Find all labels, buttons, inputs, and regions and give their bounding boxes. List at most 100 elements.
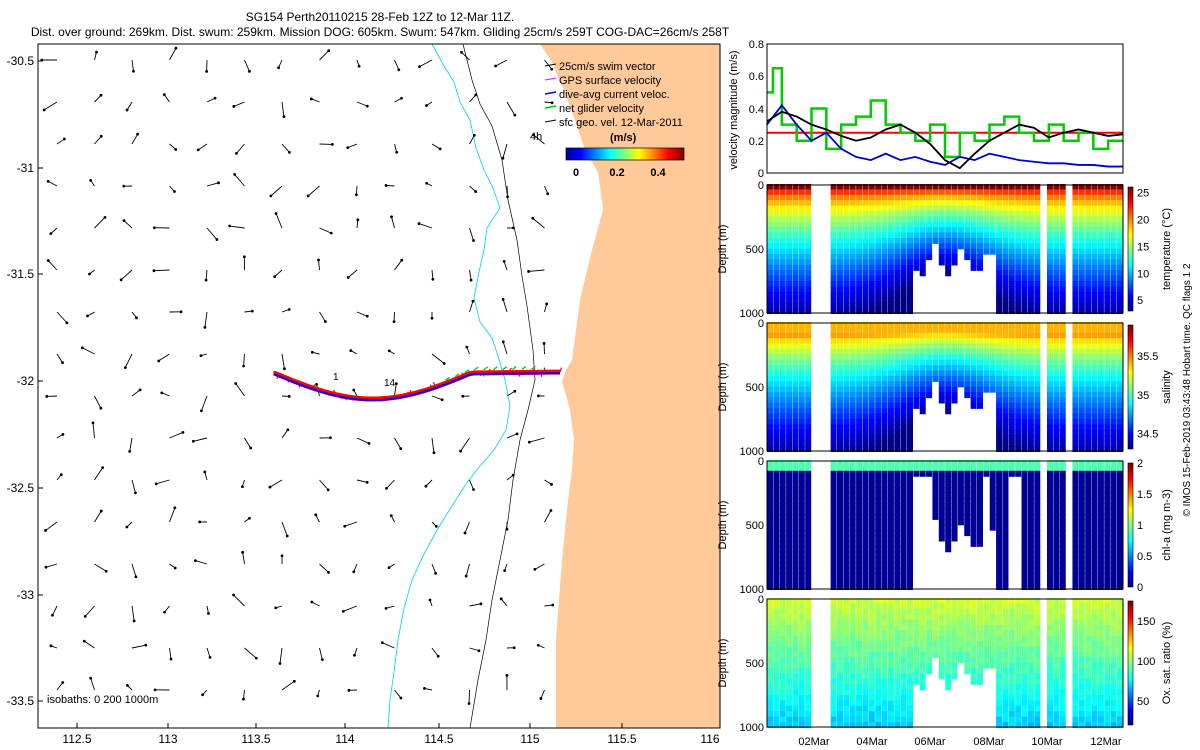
section-cell xyxy=(786,530,793,537)
current-vector-head xyxy=(442,362,446,365)
section-cell xyxy=(1015,232,1022,239)
section-cell xyxy=(1110,440,1117,447)
section-cell xyxy=(945,486,952,493)
section-cell xyxy=(926,254,933,261)
section-cell xyxy=(868,243,875,250)
section-cell xyxy=(970,608,977,615)
section-cell xyxy=(983,614,990,621)
section-cell xyxy=(1034,237,1041,244)
section-cell xyxy=(926,460,933,466)
section-cell xyxy=(1117,424,1123,431)
section-cell xyxy=(996,354,1003,361)
section-cell xyxy=(798,392,805,399)
current-vector xyxy=(529,437,545,443)
section-cell xyxy=(875,402,882,409)
section-cell xyxy=(1097,264,1104,271)
section-cell xyxy=(837,624,843,631)
section-cell xyxy=(786,348,793,355)
current-vector xyxy=(131,644,146,649)
current-vector-head xyxy=(440,398,444,402)
section-cell xyxy=(779,573,786,580)
section-cell xyxy=(945,619,952,626)
section-cell xyxy=(1053,578,1060,585)
section-cell xyxy=(1059,386,1066,393)
section-cell xyxy=(1034,254,1041,261)
colorbar-tick: 1 xyxy=(1137,520,1143,532)
section-cell xyxy=(1015,281,1022,288)
section-cell xyxy=(1021,684,1028,691)
section-cell xyxy=(919,392,926,399)
section-cell xyxy=(900,370,907,377)
section-cell xyxy=(1085,535,1092,542)
section-cell xyxy=(894,354,901,361)
section-cell xyxy=(913,237,920,244)
section-cell xyxy=(938,608,945,615)
section-cell xyxy=(996,440,1003,447)
section-cell xyxy=(983,598,990,604)
section-cell xyxy=(767,327,773,334)
section-cell xyxy=(1104,291,1111,298)
section-cell xyxy=(907,446,913,452)
section-cell xyxy=(881,470,888,477)
section-cell xyxy=(868,429,875,436)
section-cell xyxy=(977,470,983,477)
section-cell xyxy=(1027,413,1034,420)
section-cell xyxy=(1047,598,1053,604)
section-cell xyxy=(868,435,875,442)
section-cell xyxy=(837,227,843,234)
section-cell xyxy=(900,435,907,442)
section-cell xyxy=(894,210,901,217)
section-cell xyxy=(767,678,773,685)
section-cell xyxy=(868,194,875,201)
current-vector-head xyxy=(125,525,129,529)
section-cell xyxy=(1104,668,1111,675)
section-cell xyxy=(907,465,913,472)
section-cell xyxy=(900,243,907,250)
section-cell xyxy=(1021,348,1028,355)
section-cell xyxy=(779,332,786,339)
section-cell xyxy=(868,375,875,382)
section-cell xyxy=(989,630,996,637)
section-cell xyxy=(1008,646,1015,653)
section-cell xyxy=(1059,424,1066,431)
section-cell xyxy=(945,470,952,477)
section-cell xyxy=(1097,370,1104,377)
section-cell xyxy=(843,308,850,314)
section-cell xyxy=(875,286,882,293)
section-cell xyxy=(1091,546,1098,553)
section-cell xyxy=(1072,286,1079,293)
section-cell xyxy=(977,327,983,334)
section-cell xyxy=(900,343,907,350)
section-cell xyxy=(907,259,913,266)
section-cell xyxy=(792,435,799,442)
current-vector-head xyxy=(213,96,217,100)
section-cell xyxy=(996,402,1003,409)
section-cell xyxy=(983,221,990,228)
section-cell xyxy=(805,678,812,685)
section-cell xyxy=(773,205,780,212)
section-cell xyxy=(1110,275,1117,282)
section-cell xyxy=(951,630,958,637)
section-cell xyxy=(1091,630,1098,637)
section-cell xyxy=(900,200,907,207)
section-cell xyxy=(875,460,882,466)
section-cell xyxy=(881,608,888,615)
current-vector xyxy=(431,437,435,453)
section-cell xyxy=(1034,567,1041,574)
section-cell xyxy=(1034,221,1041,228)
section-cell xyxy=(894,205,901,212)
section-cell xyxy=(856,641,863,648)
section-cell xyxy=(970,535,977,542)
section-cell xyxy=(919,354,926,361)
section-cell xyxy=(868,359,875,366)
section-cell xyxy=(830,232,837,239)
section-cell xyxy=(1078,227,1085,234)
section-cell xyxy=(1027,254,1034,261)
section-cell xyxy=(957,481,964,488)
current-vector xyxy=(419,59,433,67)
section-cell xyxy=(1097,413,1104,420)
section-cell xyxy=(1104,711,1111,718)
section-cell xyxy=(907,530,913,537)
section-cell xyxy=(875,248,882,255)
section-cell xyxy=(1059,408,1066,415)
